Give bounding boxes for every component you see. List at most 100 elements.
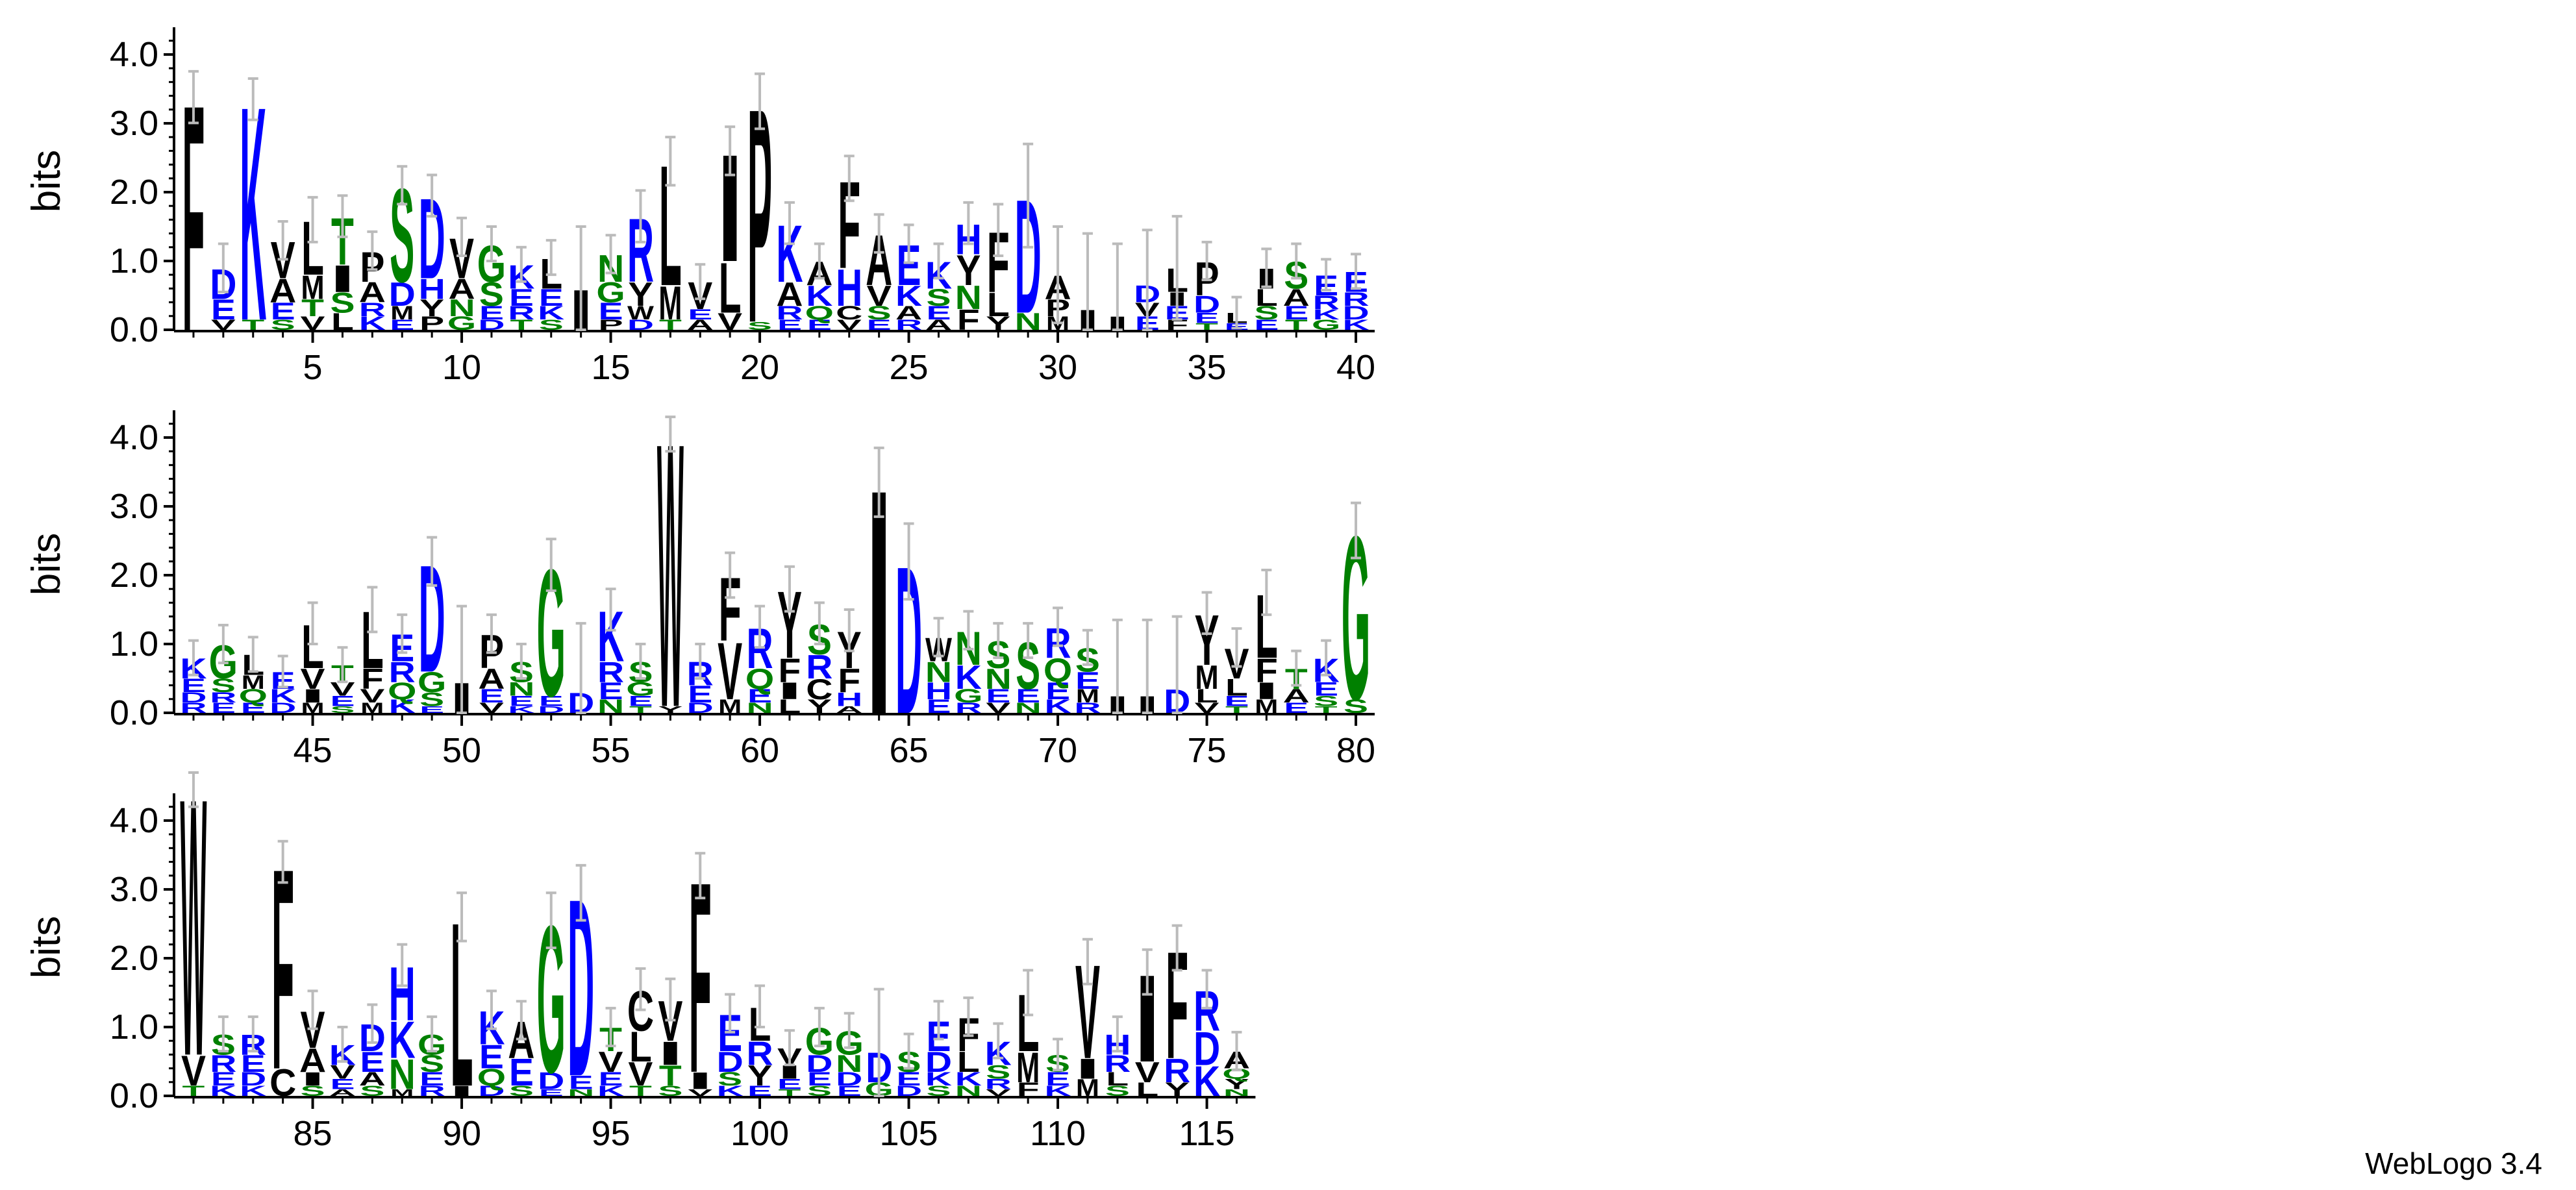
logo-letter: S: [926, 285, 951, 312]
x-tick-label: 35: [1188, 348, 1227, 387]
logo-letter: K: [210, 1084, 236, 1100]
logo-position-3: TK: [240, 43, 266, 385]
logo-letter: D: [925, 1046, 952, 1078]
logo-letter: I: [300, 685, 326, 706]
logo-letter: E: [1075, 668, 1100, 695]
logo-letter: R: [389, 656, 416, 688]
logo-letter: E: [1045, 1068, 1070, 1089]
logo-position-65: D: [895, 522, 922, 758]
logo-letter: R: [1074, 700, 1101, 717]
logo-letter: S: [1344, 695, 1368, 717]
logo-letter: F: [838, 662, 860, 700]
logo-letter: R: [419, 1084, 445, 1100]
logo-letter: E: [211, 700, 236, 717]
logo-letter: V: [986, 700, 1010, 717]
logo-letter: A: [1283, 685, 1310, 706]
logo-letter: I: [658, 1035, 684, 1072]
logo-letter: K: [359, 312, 386, 334]
logo-position-91: DQEK: [477, 989, 506, 1099]
logo-position-80: SG: [1342, 487, 1370, 749]
logo-letter: W: [627, 302, 654, 323]
logo-letter: E: [807, 317, 832, 334]
logo-letter: E: [628, 693, 653, 710]
logo-letter: M: [301, 700, 324, 716]
logo-letter: L: [331, 309, 354, 336]
logo-letter: R: [597, 656, 624, 688]
logo-position-32: I: [1105, 242, 1131, 334]
logo-letter: P: [419, 312, 444, 334]
logo-letter: K: [1044, 695, 1071, 717]
x-tick-label: 90: [442, 1114, 481, 1153]
logo-letter: D: [1342, 302, 1369, 323]
logo-position-29: ND: [1015, 142, 1042, 347]
logo-position-18: AEV: [687, 263, 714, 333]
logo-letter: A: [359, 1068, 386, 1089]
logo-letter: E: [599, 678, 623, 705]
logo-letter: R: [1342, 288, 1369, 310]
x-tick-label: 25: [890, 348, 929, 387]
logo-letter: V: [599, 1046, 623, 1078]
logo-row-3: 0.0 1.0 2.0 3.0 4.0 bits 85 90 95 100 105 110 115 TVW…: [24, 723, 1256, 1153]
weblogo-credit: WebLogo 3.4: [2365, 1147, 2542, 1180]
logo-letter: T: [629, 1084, 652, 1100]
x-tick-label: 45: [294, 731, 332, 770]
logo-position-54: D: [568, 622, 594, 719]
logo-letter: R: [776, 302, 803, 323]
logo-letter: S: [509, 1084, 534, 1100]
logo-letter: C: [836, 302, 862, 323]
logo-letter: E: [509, 693, 534, 710]
logo-letter: A: [299, 1041, 326, 1079]
logo-letter: E: [807, 1068, 832, 1089]
logo-letter: D: [627, 317, 654, 334]
logo-letter: N: [746, 700, 773, 717]
logo-letter: A: [448, 273, 475, 304]
logo-position-36: EL: [1224, 295, 1249, 332]
logo-letter: E: [479, 1038, 504, 1076]
logo-position-33: EVD: [1134, 229, 1160, 334]
y-tick-label: 1.0: [110, 625, 158, 663]
logo-letter: N: [955, 279, 982, 317]
logo-position-90: IL: [449, 873, 475, 1135]
logo-letter: S: [301, 1084, 325, 1100]
logo-letter: H: [419, 273, 445, 304]
logo-letter: S: [658, 1084, 682, 1100]
logo-letter: G: [596, 277, 625, 308]
logo-letter: T: [301, 295, 324, 322]
logo-letter: Y: [628, 275, 653, 313]
logo-letter: L: [1195, 685, 1218, 706]
logo-position-30: MPA: [1044, 225, 1071, 334]
y-tick-label: 3.0: [110, 104, 158, 143]
logo-position-81: TVW: [180, 723, 206, 1134]
logo-letter: Y: [747, 1060, 772, 1091]
y-tick-label: 3.0: [110, 870, 158, 909]
logo-position-50: I: [449, 604, 475, 722]
logo-position-42: ERSG: [209, 623, 238, 717]
y-tick-label: 4.0: [110, 801, 158, 840]
logo-letter: E: [777, 317, 802, 334]
logo-letter: Q: [388, 678, 416, 705]
logo-letter: E: [211, 1068, 236, 1089]
logo-letter: V: [628, 1056, 653, 1093]
logo-letter: V: [360, 685, 384, 706]
logo-letter: T: [1225, 704, 1248, 715]
logo-letter: M: [658, 276, 682, 330]
logo-position-58: DER: [687, 642, 714, 716]
logo-letter: L: [1106, 1068, 1129, 1089]
logo-position-57: YW: [657, 366, 684, 787]
logo-letter: N: [448, 295, 475, 322]
logo-letter: F: [957, 304, 980, 336]
logo-letter: M: [1195, 659, 1218, 696]
